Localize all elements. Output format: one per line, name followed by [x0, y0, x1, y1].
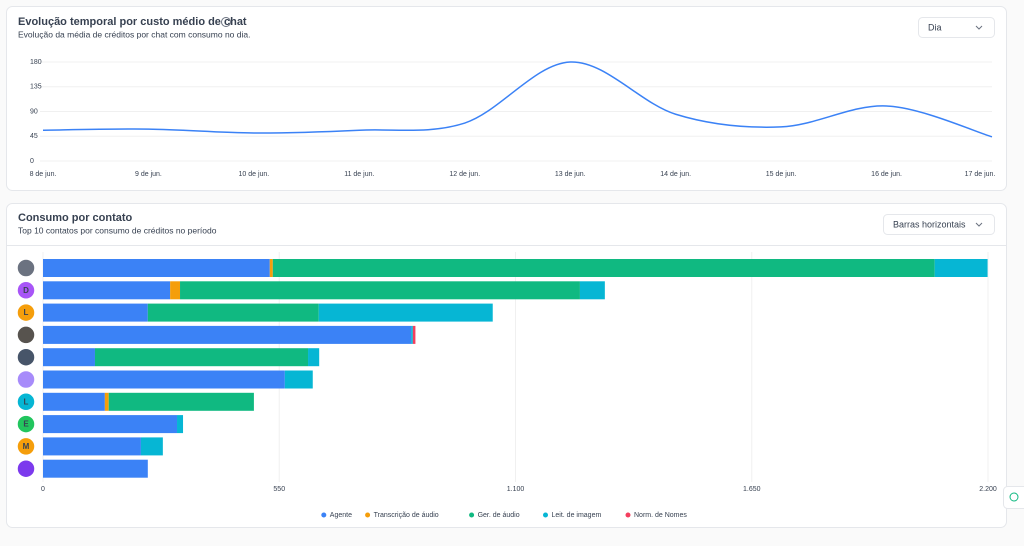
- avatar-letter: M: [23, 442, 30, 451]
- legend-swatch: [469, 512, 475, 518]
- avatar-letter: L: [24, 397, 29, 406]
- bar-segment: [934, 259, 988, 277]
- bar-segment: [180, 281, 580, 300]
- legend-label: Leit. de imagem: [552, 512, 602, 519]
- legend-label: Agente: [330, 512, 352, 519]
- x-tick-label: 15 de jun.: [766, 171, 797, 178]
- bar-segment: [147, 303, 319, 322]
- avatar: [16, 258, 36, 278]
- legend-swatch: [321, 512, 327, 518]
- x-tick-label: 17 de jun.: [965, 171, 996, 178]
- bar-segment: [272, 259, 935, 277]
- avatar-letter: D: [23, 286, 29, 295]
- bar-segment: [104, 392, 109, 411]
- bar-segment: [94, 348, 309, 367]
- avatar: [16, 458, 36, 479]
- avatar: [16, 280, 36, 301]
- avatar: [16, 302, 36, 323]
- bar-segment: [43, 348, 95, 367]
- x-tick-label: 13 de jun.: [555, 171, 586, 178]
- x-tick-label: 11 de jun.: [344, 171, 374, 178]
- card-subtitle: Top 10 contatos por consumo de créditos …: [18, 225, 217, 235]
- y-tick-label: 90: [30, 108, 38, 115]
- x-tick-label: 10 de jun.: [239, 171, 270, 178]
- legend-label: Ger. de áudio: [478, 512, 520, 519]
- x-tick-label: 8 de jun.: [30, 171, 57, 178]
- bar-segment: [170, 281, 181, 300]
- avatar: [16, 392, 36, 412]
- x-tick-label: 14 de jun.: [660, 171, 691, 178]
- x-tick-label: 9 de jun.: [135, 171, 162, 178]
- bar-segment: [140, 437, 163, 456]
- dropdown[interactable]: [918, 17, 995, 38]
- info-icon[interactable]: [221, 17, 231, 27]
- bar-segment: [43, 303, 148, 322]
- dropdown-label: Barras horizontais: [893, 219, 966, 229]
- bar-segment: [43, 325, 412, 344]
- y-tick-label: 180: [30, 59, 42, 66]
- legend-swatch: [625, 512, 631, 518]
- bar-segment: [308, 348, 320, 367]
- bar-segment: [43, 459, 148, 478]
- x-tick-label: 550: [273, 486, 285, 493]
- bar-segment: [43, 392, 105, 411]
- legend-label: Transcrição de áudio: [374, 512, 439, 519]
- bar-segment: [412, 325, 416, 344]
- x-tick-label: 2.200: [979, 486, 997, 493]
- x-tick-label: 0: [41, 486, 45, 493]
- bar-segment: [43, 437, 141, 456]
- avatar-letter: L: [24, 308, 29, 317]
- avatar: [16, 369, 36, 390]
- y-tick-label: 45: [30, 133, 38, 140]
- bar-segment: [43, 370, 285, 389]
- bar-segment: [177, 415, 184, 434]
- avatar-letter: E: [23, 420, 29, 429]
- dropdown[interactable]: [883, 214, 995, 235]
- dropdown-label: Dia: [928, 22, 942, 32]
- x-tick-label: 1.650: [743, 486, 761, 493]
- card-title: Evolução temporal por custo médio de cha…: [18, 16, 247, 28]
- y-tick-label: 135: [30, 84, 42, 91]
- card-title: Consumo por contato: [18, 212, 133, 224]
- bar-segment: [284, 370, 313, 389]
- chevron: [975, 25, 983, 30]
- avatar: [16, 414, 36, 434]
- avatar: [16, 436, 36, 457]
- bar-segment: [318, 303, 493, 322]
- avatar: [16, 325, 36, 345]
- bar-segment: [411, 325, 413, 344]
- bar-segment: [43, 281, 171, 300]
- x-tick-label: 1.100: [507, 486, 525, 493]
- legend-swatch: [543, 512, 548, 518]
- card-subtitle: Evolução da média de créditos por chat c…: [18, 29, 250, 39]
- line: [42, 61, 993, 138]
- x-tick-label: 12 de jun.: [449, 171, 480, 178]
- legend-swatch: [365, 512, 371, 518]
- y-tick-label: 0: [30, 158, 34, 165]
- legend-label: Norm. de Nomes: [634, 512, 687, 519]
- bar-segment: [579, 281, 605, 300]
- chevron: [975, 222, 983, 227]
- help-icon: [1009, 492, 1019, 502]
- bar-segment: [108, 392, 254, 411]
- bar-segment: [43, 259, 270, 277]
- x-tick-label: 16 de jun.: [871, 171, 902, 178]
- bar-segment: [269, 259, 273, 277]
- avatar: [16, 347, 36, 367]
- card: [6, 6, 1007, 191]
- help-button[interactable]: [1003, 486, 1024, 509]
- bar-segment: [43, 415, 178, 434]
